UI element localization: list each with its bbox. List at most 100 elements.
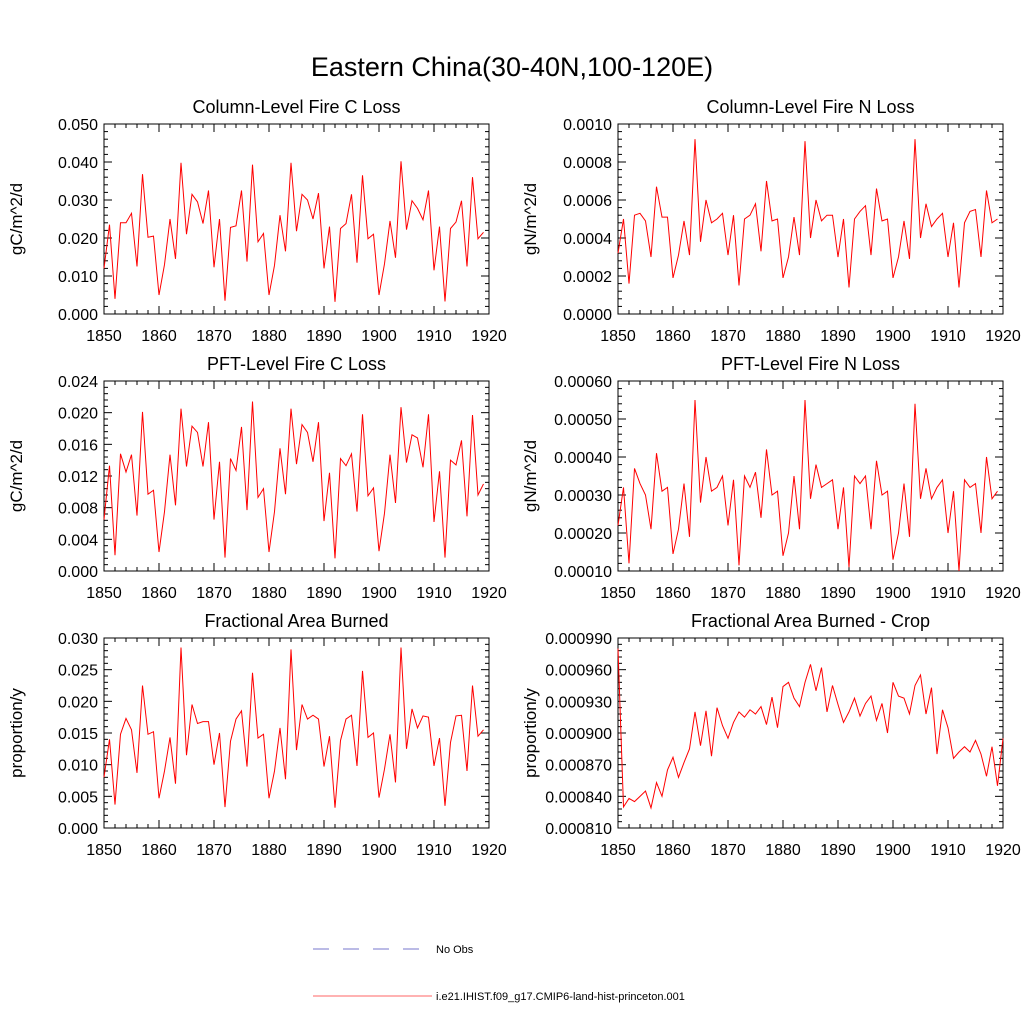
y-tick-label: 0.000900 [545,726,612,743]
panel-title: Column-Level Fire C Loss [192,97,400,117]
x-tick-label: 1880 [251,585,287,602]
x-tick-label: 1920 [985,842,1021,859]
y-tick-label: 0.024 [58,374,98,391]
y-tick-label: 0.0004 [563,231,612,248]
plot-frame [103,637,490,829]
y-tick-label: 0.000990 [545,631,612,648]
series-line [617,399,998,572]
y-tick-label: 0.004 [58,532,98,549]
x-tick-label: 1850 [600,585,636,602]
plot-frame [617,123,1004,315]
plot-frame [103,123,490,315]
x-tick-label: 1880 [251,842,287,859]
y-axis-label: gC/m^2/d [7,183,26,255]
x-tick-label: 1900 [361,842,397,859]
y-tick-label: 0.015 [58,726,98,743]
y-tick-label: 0.000870 [545,758,612,775]
y-tick-label: 0.005 [58,789,98,806]
y-tick-label: 0.000840 [545,789,612,806]
y-tick-label: 0.025 [58,663,98,680]
y-tick-label: 0.030 [58,193,98,210]
x-tick-label: 1860 [141,585,177,602]
y-tick-label: 0.008 [58,501,98,518]
series-line [103,161,484,302]
chart-panel-3: 1850 1860 1870 1880 1890 1900 1910 1920 0.00010 0… [521,354,1021,602]
x-tick-label: 1870 [196,328,232,345]
x-tick-label: 1860 [141,328,177,345]
y-tick-label: 0.010 [58,758,98,775]
chart-panel-0: 1850 1860 1870 1880 1890 1900 1910 1920 0.000 0.0… [7,97,507,345]
x-tick-label: 1910 [930,585,966,602]
y-tick-label: 0.00040 [554,450,612,467]
main-title: Eastern China(30-40N,100-120E) [311,52,713,82]
y-tick-label: 0.00060 [554,374,612,391]
y-tick-label: 0.000 [58,564,98,581]
x-tick-label: 1910 [416,842,452,859]
x-tick-label: 1890 [306,328,342,345]
x-tick-label: 1900 [361,328,397,345]
x-tick-label: 1890 [306,585,342,602]
x-tick-label: 1920 [471,842,507,859]
panel-title: PFT-Level Fire C Loss [207,354,386,374]
y-tick-label: 0.020 [58,694,98,711]
x-tick-label: 1870 [710,585,746,602]
y-tick-label: 0.0000 [563,307,612,324]
panel-title: Fractional Area Burned [204,611,388,631]
x-tick-label: 1920 [471,328,507,345]
series-line [103,647,484,808]
y-tick-label: 0.000 [58,821,98,838]
x-tick-label: 1850 [600,842,636,859]
panel-title: Fractional Area Burned - Crop [691,611,930,631]
y-tick-label: 0.000 [58,307,98,324]
x-tick-label: 1900 [875,585,911,602]
y-tick-label: 0.0002 [563,269,612,286]
x-tick-label: 1860 [655,585,691,602]
y-tick-label: 0.000930 [545,694,612,711]
x-tick-label: 1890 [820,328,856,345]
legend: No Obs i.e21.IHIST.f09_g17.CMIP6-land-hi… [313,944,685,1003]
y-tick-label: 0.010 [58,269,98,286]
chart-panel-5: 1850 1860 1870 1880 1890 1900 1910 1920 0.000810… [521,611,1021,859]
y-axis-label: proportion/y [521,688,540,778]
x-tick-label: 1880 [251,328,287,345]
x-tick-label: 1900 [361,585,397,602]
x-tick-label: 1890 [820,585,856,602]
x-tick-label: 1910 [416,328,452,345]
y-tick-label: 0.00050 [554,412,612,429]
x-tick-label: 1860 [655,842,691,859]
y-tick-label: 0.00020 [554,526,612,543]
y-tick-label: 0.0008 [563,155,612,172]
y-axis-label: proportion/y [7,688,26,778]
series-line [617,648,1004,810]
x-tick-label: 1870 [710,842,746,859]
x-tick-label: 1880 [765,585,801,602]
series-line [103,401,484,559]
x-tick-label: 1880 [765,842,801,859]
y-axis-label: gN/m^2/d [521,440,540,512]
plot-frame [617,380,1004,572]
x-tick-label: 1860 [655,328,691,345]
x-tick-label: 1860 [141,842,177,859]
x-tick-label: 1850 [86,328,122,345]
y-tick-label: 0.020 [58,231,98,248]
x-tick-label: 1890 [820,842,856,859]
legend-label-model: i.e21.IHIST.f09_g17.CMIP6-land-hist-prin… [436,991,685,1003]
y-tick-label: 0.040 [58,155,98,172]
chart-panel-1: 1850 1860 1870 1880 1890 1900 1910 1920 0.0000 0.… [521,97,1021,345]
x-tick-label: 1870 [710,328,746,345]
y-tick-label: 0.0010 [563,117,612,134]
x-tick-label: 1910 [930,842,966,859]
x-tick-label: 1850 [86,842,122,859]
y-tick-label: 0.000810 [545,821,612,838]
panel-title: Column-Level Fire N Loss [706,97,914,117]
x-tick-label: 1900 [875,328,911,345]
series-line [617,139,998,288]
y-axis-label: gN/m^2/d [521,183,540,255]
y-axis-label: gC/m^2/d [7,440,26,512]
legend-label-no-obs: No Obs [436,944,474,956]
x-tick-label: 1890 [306,842,342,859]
x-tick-label: 1910 [416,585,452,602]
x-tick-label: 1900 [875,842,911,859]
x-tick-label: 1920 [471,585,507,602]
